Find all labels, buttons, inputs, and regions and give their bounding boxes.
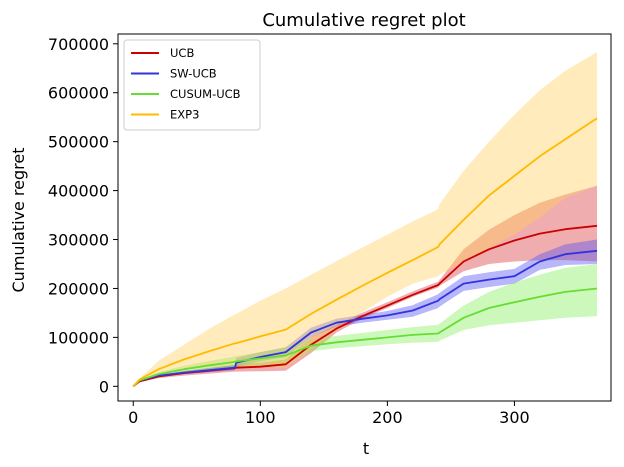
line-exp3 <box>132 117 598 387</box>
chart-title: Cumulative regret plot <box>262 10 465 31</box>
band-cusum-ucb <box>133 264 597 387</box>
confidence-bands <box>133 52 597 387</box>
legend-label-exp3: EXP3 <box>170 108 199 122</box>
y-tick-label: 100000 <box>48 328 109 347</box>
line-cusum-ucb <box>132 287 598 387</box>
legend-label-ucb: UCB <box>170 46 194 60</box>
legend-label-sw-ucb: SW-UCB <box>170 67 217 81</box>
plot-frame <box>117 33 612 402</box>
y-axis-label: Cumulative regret <box>9 148 28 293</box>
band-exp3 <box>133 52 597 387</box>
x-axis-ticks: 0 100 200 300 <box>128 401 530 427</box>
legend-items: UCB SW-UCB CUSUM-UCB EXP3 <box>131 46 241 122</box>
y-tick-label: 400000 <box>48 182 109 201</box>
x-axis-label: t <box>363 439 369 458</box>
legend-box <box>123 39 261 131</box>
x-tick-label: 300 <box>499 408 530 427</box>
x-tick-label: 0 <box>128 408 138 427</box>
series-lines <box>132 117 598 388</box>
x-tick-label: 200 <box>372 408 403 427</box>
line-sw-ucb <box>132 249 598 387</box>
band-sw-ucb <box>133 239 597 387</box>
y-tick-label: 200000 <box>48 279 109 298</box>
y-tick-label: 500000 <box>48 133 109 152</box>
y-tick-label: 0 <box>99 377 109 396</box>
y-tick-label: 700000 <box>48 35 109 54</box>
legend-label-cusum-ucb: CUSUM-UCB <box>170 87 241 101</box>
legend: UCB SW-UCB CUSUM-UCB EXP3 <box>123 39 261 131</box>
y-tick-label: 300000 <box>48 231 109 250</box>
y-tick-label: 600000 <box>48 84 109 103</box>
x-tick-label: 100 <box>245 408 276 427</box>
band-ucb <box>133 185 597 387</box>
y-axis-ticks: 0 100000 200000 300000 400000 500000 600000 700… <box>48 35 118 396</box>
